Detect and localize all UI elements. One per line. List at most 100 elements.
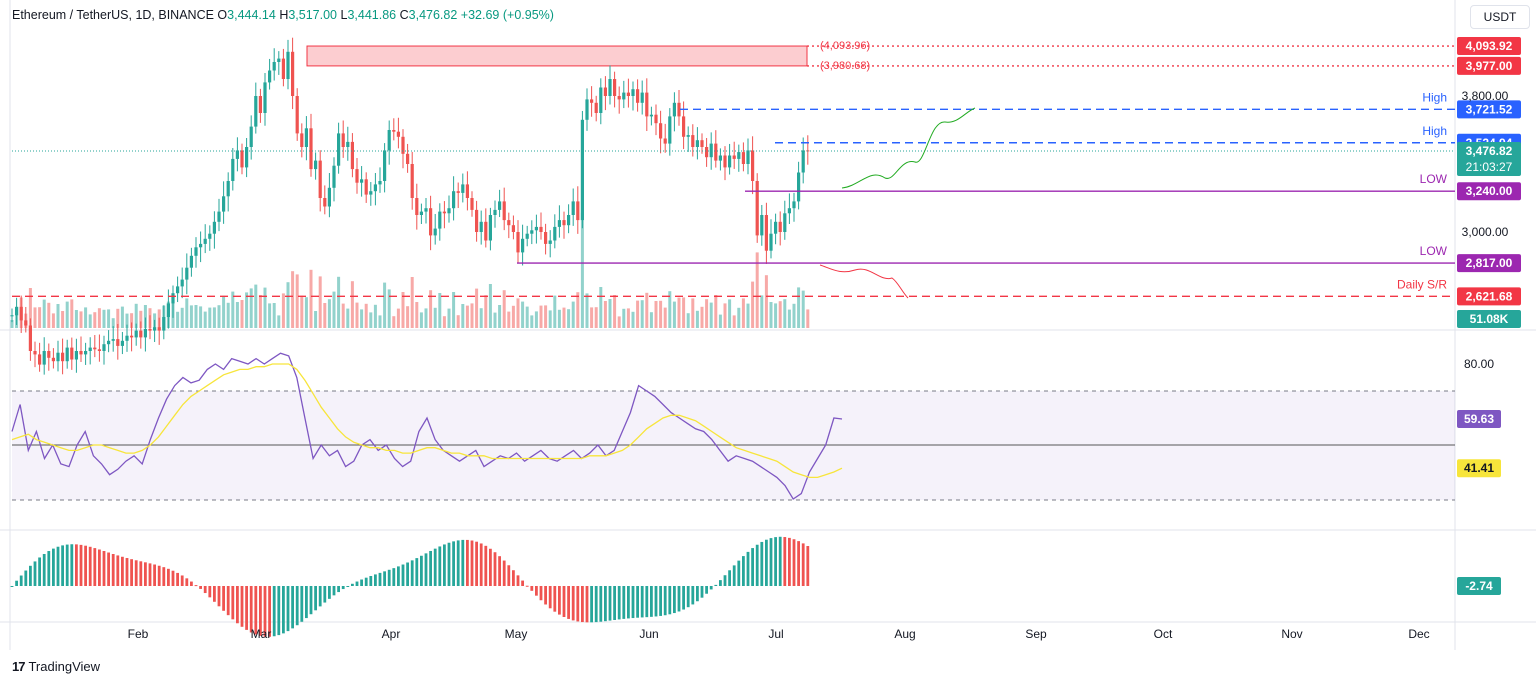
candle-body: [567, 215, 571, 226]
candle-body: [622, 92, 626, 100]
histogram-bar: [516, 575, 520, 586]
price-axis-tick: 3,800.00: [1462, 89, 1509, 103]
volume-bar: [369, 312, 373, 328]
candle-body: [318, 160, 322, 198]
volume-bar: [686, 313, 690, 328]
volume-bar: [38, 307, 42, 328]
candle-body: [429, 208, 433, 236]
volume-bar: [659, 300, 663, 328]
candle-body: [672, 102, 676, 117]
price-axis-tick: 3,000.00: [1462, 225, 1509, 239]
volume-bar: [415, 302, 419, 328]
volume-bar: [603, 301, 607, 328]
candle-body: [263, 82, 267, 113]
candle-body: [51, 357, 55, 362]
volume-bar: [341, 303, 345, 328]
candle-body: [249, 126, 253, 147]
currency-button[interactable]: USDT: [1470, 5, 1530, 29]
volume-bar: [626, 308, 630, 328]
histogram-bar: [599, 586, 603, 622]
volume-bar: [525, 306, 529, 328]
histogram-bar: [222, 586, 225, 611]
histogram-bar: [102, 551, 106, 586]
volume-bar: [778, 301, 782, 328]
candle-body: [447, 208, 451, 214]
volume-bar: [235, 302, 239, 328]
candle-body: [180, 279, 184, 287]
volume-bar: [746, 303, 750, 328]
candle-body: [406, 153, 410, 164]
histogram-bar: [576, 586, 580, 622]
volume-bar: [521, 301, 525, 328]
volume-bar: [143, 305, 147, 328]
rsi-tag-bg: [1457, 459, 1501, 478]
candle-body: [438, 211, 442, 229]
volume-bar: [562, 307, 566, 328]
candle-body: [774, 221, 778, 234]
candle-body: [539, 226, 543, 232]
volume-bar: [401, 292, 405, 328]
candle-body: [194, 247, 198, 256]
histogram-bar: [134, 560, 138, 586]
volume-bar: [47, 302, 51, 328]
candle-body: [626, 92, 630, 96]
histogram-bar: [153, 564, 156, 586]
candle-body: [162, 317, 166, 331]
volume-bar: [189, 305, 193, 328]
histogram-bar: [801, 543, 805, 586]
candle-body: [364, 179, 368, 195]
volume-bar: [677, 297, 681, 328]
volume-bar: [134, 303, 138, 328]
volume-bar: [61, 311, 65, 328]
candle-body: [235, 150, 239, 159]
candle-body: [231, 158, 235, 181]
volume-bar: [498, 305, 502, 328]
volume-bar: [447, 308, 451, 328]
histogram-bar: [33, 561, 37, 586]
candle-body: [764, 215, 768, 251]
histogram-bar: [765, 539, 768, 586]
volume-bar: [245, 292, 249, 328]
candle-body: [640, 92, 644, 103]
histogram-bar: [328, 586, 331, 599]
candle-body: [424, 208, 428, 212]
price-tag: 3,240.00: [1466, 184, 1513, 198]
volume-bar: [751, 281, 755, 328]
volume-bar: [534, 311, 538, 328]
candle-body: [580, 119, 584, 221]
candle-body: [401, 136, 405, 154]
candle-body: [709, 143, 713, 158]
volume-bar: [475, 288, 479, 328]
candle-body: [525, 233, 529, 239]
histogram-bar: [663, 586, 667, 616]
volume-bar: [346, 308, 350, 328]
histogram-bar: [125, 558, 129, 586]
histogram-bar: [130, 559, 133, 586]
candle-body: [728, 155, 732, 168]
histogram-bar: [415, 558, 419, 586]
time-axis-tick: Mar: [251, 627, 272, 641]
candle-body: [792, 201, 796, 209]
open-value: 3,444.14: [227, 8, 276, 22]
volume-bar: [125, 313, 129, 328]
volume-bar: [516, 298, 520, 328]
histogram-bar: [640, 586, 644, 618]
price-tag: 2,621.68: [1466, 289, 1513, 303]
histogram-bar: [236, 586, 239, 624]
histogram-bar: [61, 545, 64, 586]
histogram-bar: [654, 586, 658, 617]
histogram-bar: [581, 586, 584, 623]
volume-bar: [383, 282, 387, 328]
histogram-bar: [438, 546, 442, 586]
volume-bar: [281, 293, 285, 328]
histogram-bar: [364, 577, 368, 586]
candle-body: [143, 328, 147, 338]
level-label: High: [1422, 124, 1447, 138]
candle-body: [691, 135, 695, 147]
histogram-bar: [29, 565, 32, 586]
histogram-bar: [433, 548, 437, 586]
close-label: C: [399, 8, 409, 22]
candle-body: [387, 130, 391, 151]
volume-bar: [332, 291, 336, 328]
